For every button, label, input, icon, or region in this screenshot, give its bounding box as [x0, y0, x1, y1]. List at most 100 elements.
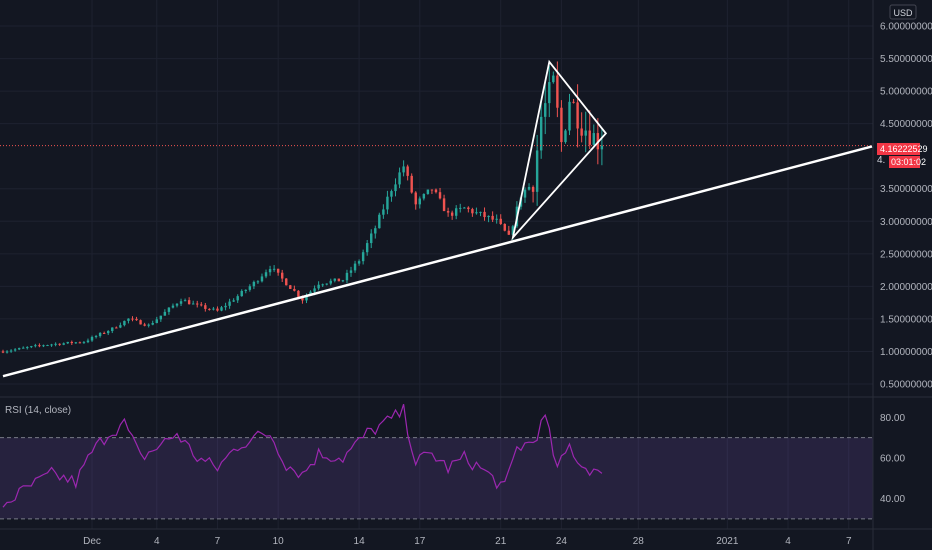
- candle[interactable]: [187, 297, 191, 305]
- drawings[interactable]: [2, 59, 873, 378]
- candle[interactable]: [479, 211, 482, 217]
- candle[interactable]: [289, 284, 292, 289]
- candle[interactable]: [183, 298, 187, 302]
- candle[interactable]: [463, 206, 466, 209]
- candle[interactable]: [196, 300, 199, 308]
- candle[interactable]: [337, 278, 341, 282]
- candle[interactable]: [386, 190, 389, 215]
- candle[interactable]: [592, 124, 596, 146]
- candle[interactable]: [248, 284, 252, 292]
- candle[interactable]: [143, 322, 146, 327]
- candle[interactable]: [163, 309, 167, 316]
- candle[interactable]: [78, 341, 82, 344]
- candle[interactable]: [361, 249, 365, 265]
- candle[interactable]: [410, 173, 413, 194]
- candle[interactable]: [9, 349, 13, 353]
- candle[interactable]: [244, 289, 248, 294]
- trendline-drawing[interactable]: [2, 145, 873, 378]
- candle[interactable]: [208, 308, 211, 311]
- candle[interactable]: [179, 298, 183, 307]
- candle[interactable]: [539, 101, 543, 159]
- candle[interactable]: [568, 93, 571, 136]
- candle[interactable]: [564, 129, 567, 144]
- candle[interactable]: [378, 212, 381, 229]
- candle[interactable]: [370, 229, 373, 249]
- candle[interactable]: [349, 266, 353, 277]
- candle[interactable]: [576, 84, 579, 148]
- candle[interactable]: [82, 341, 86, 344]
- triangle-drawing[interactable]: [511, 59, 608, 241]
- candle[interactable]: [17, 347, 21, 351]
- candle[interactable]: [139, 319, 142, 325]
- candle[interactable]: [467, 206, 470, 213]
- candle[interactable]: [159, 315, 163, 322]
- rsi-axis[interactable]: 80.00 60.00 40.00: [880, 413, 905, 505]
- candle[interactable]: [70, 340, 74, 345]
- candle[interactable]: [446, 207, 450, 217]
- candle[interactable]: [552, 71, 555, 84]
- candle[interactable]: [459, 203, 462, 213]
- candle[interactable]: [54, 342, 57, 347]
- candle[interactable]: [471, 207, 474, 217]
- rsi-line[interactable]: [2, 404, 603, 508]
- candle[interactable]: [499, 214, 502, 226]
- candle[interactable]: [34, 343, 37, 348]
- currency-badge[interactable]: USD: [889, 4, 917, 20]
- candle[interactable]: [236, 294, 239, 303]
- candle[interactable]: [454, 205, 458, 220]
- candle[interactable]: [94, 334, 98, 339]
- price-axis[interactable]: 6.00000000 5.50000000 5.00000000 4.50000000…: [872, 0, 932, 550]
- candle[interactable]: [90, 335, 94, 342]
- candle[interactable]: [394, 178, 397, 197]
- candle[interactable]: [382, 204, 385, 219]
- candle[interactable]: [127, 318, 130, 324]
- candle[interactable]: [155, 316, 158, 324]
- candle[interactable]: [22, 346, 25, 349]
- candle[interactable]: [434, 188, 438, 194]
- candle[interactable]: [135, 316, 138, 321]
- candle[interactable]: [321, 283, 324, 287]
- candle[interactable]: [256, 280, 260, 284]
- candle[interactable]: [5, 350, 9, 354]
- candle[interactable]: [402, 160, 405, 177]
- candle[interactable]: [224, 302, 227, 311]
- candle[interactable]: [151, 320, 154, 326]
- candle[interactable]: [119, 322, 122, 329]
- candle[interactable]: [365, 240, 369, 256]
- candle[interactable]: [503, 223, 506, 232]
- candle[interactable]: [414, 191, 417, 210]
- candle[interactable]: [285, 278, 288, 286]
- candle[interactable]: [66, 341, 69, 345]
- candle[interactable]: [106, 330, 110, 336]
- candle[interactable]: [487, 215, 490, 223]
- candle[interactable]: [204, 302, 207, 312]
- candle[interactable]: [523, 187, 527, 203]
- candle[interactable]: [280, 269, 284, 283]
- candle[interactable]: [212, 306, 215, 311]
- candle[interactable]: [345, 269, 349, 284]
- candle[interactable]: [268, 265, 272, 276]
- candle[interactable]: [442, 194, 446, 212]
- candle[interactable]: [171, 303, 175, 309]
- candle[interactable]: [430, 189, 434, 194]
- candle[interactable]: [102, 331, 106, 334]
- candle[interactable]: [422, 193, 426, 201]
- candle[interactable]: [317, 281, 320, 291]
- candle[interactable]: [572, 99, 575, 104]
- candle[interactable]: [74, 341, 78, 344]
- candle[interactable]: [98, 332, 102, 338]
- candle[interactable]: [191, 300, 195, 305]
- candle[interactable]: [390, 189, 393, 202]
- candle[interactable]: [450, 210, 454, 220]
- candle[interactable]: [544, 81, 547, 135]
- candle[interactable]: [329, 278, 332, 286]
- candle[interactable]: [588, 110, 591, 150]
- candle[interactable]: [216, 306, 219, 312]
- candle[interactable]: [58, 343, 61, 346]
- candle[interactable]: [167, 307, 171, 315]
- candle[interactable]: [175, 303, 179, 308]
- candle[interactable]: [531, 185, 535, 203]
- candle[interactable]: [42, 344, 45, 348]
- candle[interactable]: [398, 167, 401, 189]
- candle[interactable]: [491, 211, 494, 222]
